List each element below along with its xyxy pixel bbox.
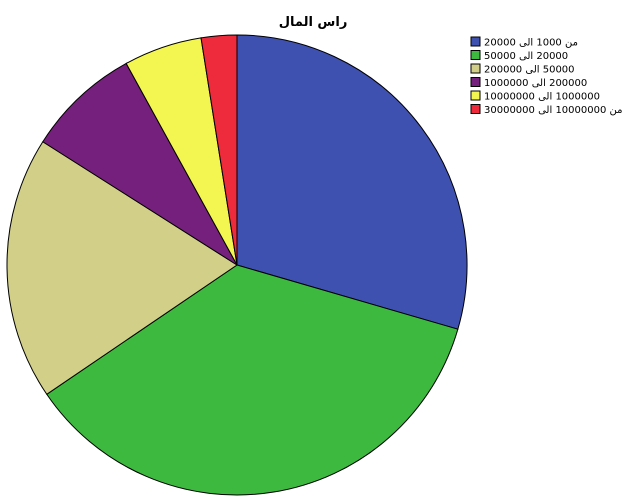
legend-label-2: 20000 الى 50000: [484, 51, 568, 62]
pie-slice-1: [236, 34, 468, 330]
legend: من 1000 الى 20000 20000 الى 50000 50000 ال…: [470, 36, 623, 116]
legend-swatch-6: [470, 104, 481, 114]
legend-label-1: من 1000 الى 20000: [484, 38, 578, 49]
legend-label-3: 50000 الى 200000: [484, 65, 575, 76]
legend-swatch-2: [470, 50, 481, 60]
pie-slice-2: [46, 264, 459, 496]
pie-slice-3: [6, 141, 238, 395]
legend-swatch-3: [470, 63, 481, 74]
legend-label-5: 1000000 الى 10000000: [484, 92, 600, 103]
legend-label-4: 200000 الى 1000000: [484, 78, 587, 89]
legend-label-6: من 10000000 الى 30000000: [484, 105, 623, 116]
pie-slices: [6, 34, 468, 496]
legend-swatch-5: [470, 90, 481, 101]
chart-title: راس المال: [279, 15, 348, 30]
legend-swatch-4: [470, 77, 481, 87]
legend-swatch-1: [470, 36, 481, 47]
pie-slice-4: [42, 62, 238, 266]
pie-slice-6: [200, 34, 238, 266]
